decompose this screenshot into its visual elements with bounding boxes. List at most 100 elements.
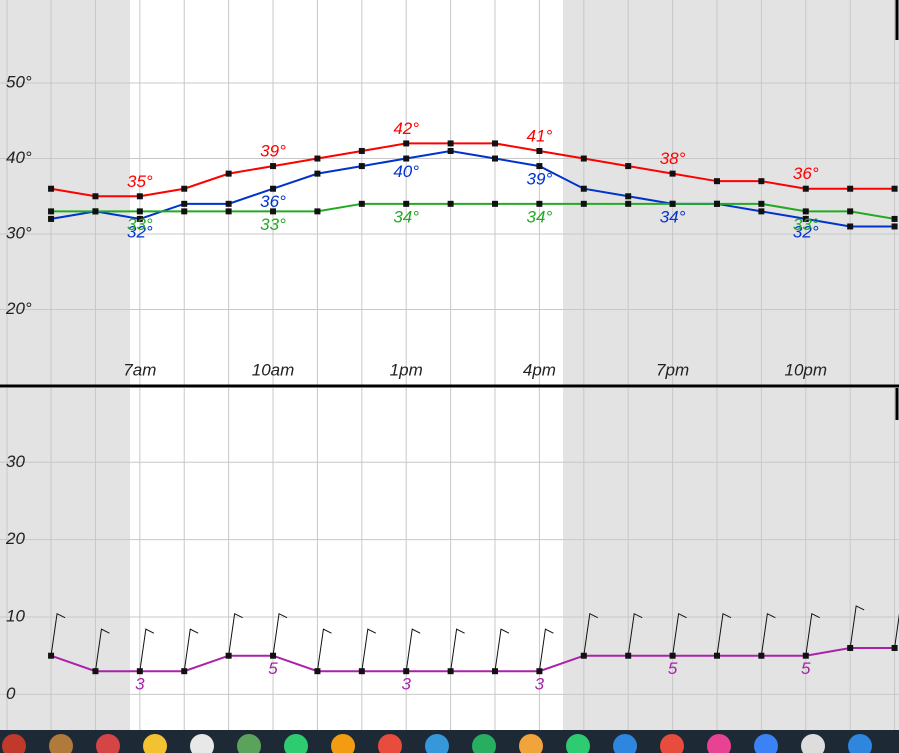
x-tick-label: 10am xyxy=(252,360,295,379)
y-tick-label: 20° xyxy=(5,299,32,318)
wind-barb xyxy=(716,612,732,656)
point-marker xyxy=(536,200,543,207)
y-tick-label: 30 xyxy=(6,452,25,471)
point-marker xyxy=(314,208,321,215)
point-marker xyxy=(225,200,232,207)
x-tick-label: 1pm xyxy=(390,360,423,379)
point-marker xyxy=(48,208,55,215)
value-label: 39° xyxy=(260,142,286,161)
dock-icon xyxy=(378,734,402,753)
wind-barb xyxy=(760,612,776,656)
dock-icon xyxy=(848,734,872,753)
value-label: 36° xyxy=(793,164,819,183)
point-marker xyxy=(136,215,143,222)
wind-barb xyxy=(94,628,110,672)
point-marker xyxy=(270,163,277,170)
dock-icon xyxy=(237,734,261,753)
wind-barb xyxy=(272,612,288,656)
series-line xyxy=(50,646,895,673)
point-marker xyxy=(847,185,854,192)
point-marker xyxy=(48,185,55,192)
value-label: 40° xyxy=(393,162,419,181)
point-marker xyxy=(802,215,809,222)
wind-barb xyxy=(672,612,687,656)
point-marker xyxy=(270,208,277,215)
point-marker xyxy=(580,185,587,192)
wind-barb xyxy=(627,612,643,656)
value-label: 34° xyxy=(660,207,686,226)
point-marker xyxy=(181,200,188,207)
wind-barb xyxy=(849,605,865,649)
y-tick-label: 40° xyxy=(6,148,32,167)
point-marker xyxy=(136,193,143,200)
y-tick-label: 0 xyxy=(6,684,16,703)
point-marker xyxy=(447,140,454,147)
point-marker xyxy=(802,208,809,215)
night-shade xyxy=(0,0,130,385)
wind-barb xyxy=(805,612,820,656)
value-label: 32° xyxy=(793,222,819,241)
dock-icon xyxy=(472,734,496,753)
wind-barb xyxy=(228,612,243,656)
y-tick-label: 30° xyxy=(6,224,32,243)
x-tick-label: 4pm xyxy=(523,360,556,379)
point-marker xyxy=(314,668,321,675)
point-marker xyxy=(625,652,632,659)
point-marker xyxy=(758,178,765,185)
point-marker xyxy=(48,215,55,222)
series-line xyxy=(50,149,895,228)
value-label: 41° xyxy=(527,126,553,145)
point-marker xyxy=(314,170,321,177)
point-marker xyxy=(358,200,365,207)
value-label: 34° xyxy=(527,207,553,226)
dock-icon xyxy=(284,734,308,753)
dock-icon xyxy=(566,734,590,753)
point-marker xyxy=(181,668,188,675)
series-line xyxy=(50,142,895,198)
point-marker xyxy=(403,155,410,162)
dock-icon xyxy=(331,734,355,753)
wind-barb xyxy=(538,628,554,672)
wind-barb xyxy=(405,628,421,672)
value-label: 35° xyxy=(127,172,153,191)
point-marker xyxy=(891,215,898,222)
point-marker xyxy=(225,170,232,177)
point-marker xyxy=(802,652,809,659)
night-shade xyxy=(563,0,899,385)
wind-barb xyxy=(494,628,510,672)
value-label: 34° xyxy=(393,207,419,226)
value-label: 36° xyxy=(260,192,286,211)
value-label: 5 xyxy=(268,659,278,678)
point-marker xyxy=(669,652,676,659)
point-marker xyxy=(447,147,454,154)
point-marker xyxy=(713,200,720,207)
point-marker xyxy=(447,200,454,207)
point-marker xyxy=(447,668,454,675)
value-label: 38° xyxy=(660,149,686,168)
wind-barb xyxy=(183,628,199,672)
wind-barb xyxy=(316,628,332,672)
value-label: 42° xyxy=(393,119,419,138)
point-marker xyxy=(136,208,143,215)
dock-icon xyxy=(190,734,214,753)
point-marker xyxy=(580,155,587,162)
point-marker xyxy=(758,208,765,215)
y-tick-label: 20 xyxy=(5,529,25,548)
point-marker xyxy=(403,668,410,675)
point-marker xyxy=(225,652,232,659)
point-marker xyxy=(92,668,99,675)
y-tick-label: 50° xyxy=(6,73,32,92)
point-marker xyxy=(847,208,854,215)
wind-barb xyxy=(894,613,899,649)
point-marker xyxy=(358,668,365,675)
point-marker xyxy=(669,170,676,177)
series-line xyxy=(51,202,895,220)
point-marker xyxy=(802,185,809,192)
point-marker xyxy=(492,668,499,675)
value-label: 5 xyxy=(668,659,678,678)
point-marker xyxy=(314,155,321,162)
point-marker xyxy=(225,208,232,215)
y-tick-label: 10 xyxy=(6,607,25,626)
value-label: 5 xyxy=(801,659,811,678)
